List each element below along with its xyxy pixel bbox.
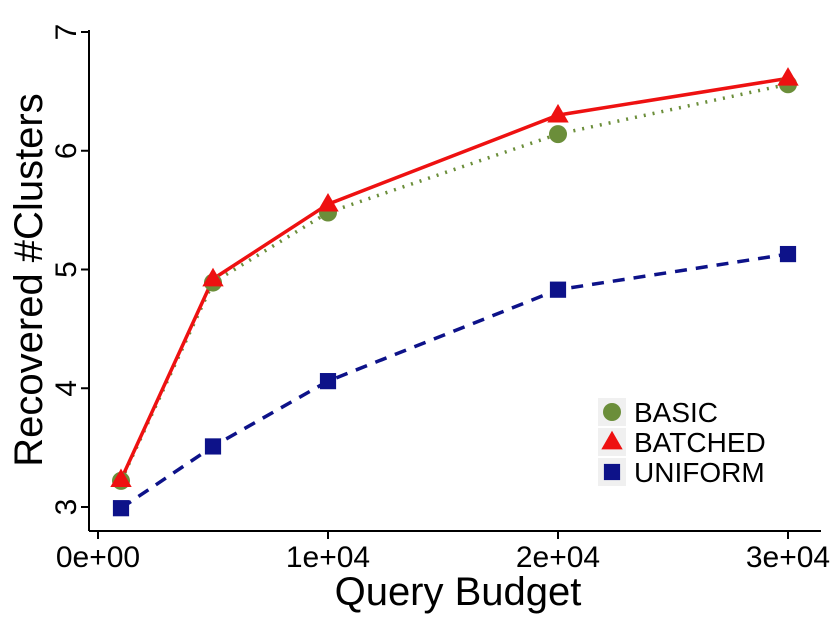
legend-label-batched: BATCHED	[634, 427, 766, 458]
data-point-uniform	[112, 500, 130, 517]
data-point-uniform	[549, 281, 567, 298]
data-point-batched	[202, 267, 224, 287]
legend-label-uniform: UNIFORM	[634, 457, 765, 488]
y-axis-ticks: 3 4 5 6 7	[50, 24, 89, 516]
x-tick-label: 3e+04	[746, 541, 830, 574]
y-tick-label: 3	[50, 499, 83, 516]
data-point-batched	[317, 192, 339, 212]
legend-marker-batched	[601, 430, 623, 450]
x-tick-label: 1e+04	[286, 541, 370, 574]
y-tick-label: 6	[50, 142, 83, 159]
x-tick-label: 2e+04	[516, 541, 600, 574]
y-tick-label: 5	[50, 261, 83, 278]
y-tick-label: 7	[50, 24, 83, 41]
data-point-batched	[777, 67, 799, 86]
data-point-uniform	[779, 245, 797, 263]
data-point-batched	[110, 468, 132, 487]
x-axis-ticks: 0e+00 1e+04 2e+04 3e+04	[56, 531, 830, 574]
series-markers	[110, 67, 799, 517]
data-point-basic	[549, 125, 567, 144]
legend-marker-uniform	[603, 463, 621, 481]
y-axis-title: Recovered #Clusters	[7, 93, 51, 467]
data-point-uniform	[319, 373, 337, 390]
series-line-uniform	[120, 252, 789, 510]
legend-label-basic: BASIC	[634, 397, 718, 428]
x-axis-title: Query Budget	[335, 570, 582, 614]
data-point-uniform	[204, 438, 222, 455]
legend-marker-basic	[603, 403, 621, 421]
x-tick-label: 0e+00	[56, 541, 140, 574]
y-tick-label: 4	[50, 380, 83, 397]
data-point-batched	[547, 103, 569, 123]
